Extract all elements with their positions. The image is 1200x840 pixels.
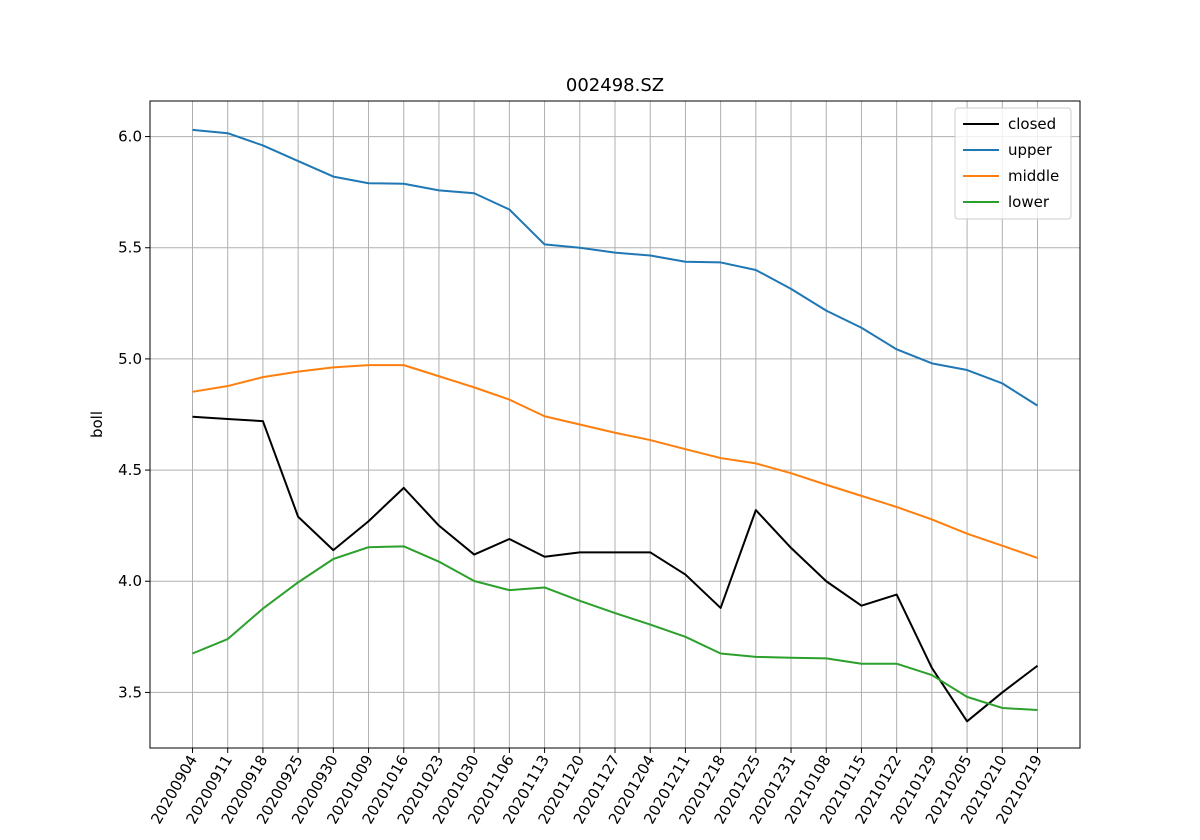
series-line-middle (192, 364, 1038, 559)
y-axis-label: boll (88, 411, 106, 438)
chart-title: 002498.SZ (566, 75, 664, 96)
legend-label-upper: upper (1008, 141, 1053, 159)
series-lines (192, 128, 1039, 723)
series-line-lower (192, 545, 1038, 711)
y-tick-label: 4.0 (118, 572, 142, 590)
series-line-closed (192, 415, 1039, 723)
legend-box (954, 107, 1072, 220)
legend-label-middle: middle (1008, 167, 1059, 185)
legend-label-lower: lower (1008, 193, 1050, 211)
y-tick-label: 6.0 (118, 128, 142, 146)
y-tick-label: 5.0 (118, 350, 142, 368)
y-tick-label: 3.5 (118, 683, 142, 701)
legend-label-closed: closed (1008, 115, 1056, 133)
series-line-upper (192, 128, 1039, 407)
y-tick-label: 4.5 (118, 461, 142, 479)
grid-lines (150, 101, 1080, 748)
y-tick-label: 5.5 (118, 239, 142, 257)
legend: closed upper middle lower (954, 107, 1072, 220)
